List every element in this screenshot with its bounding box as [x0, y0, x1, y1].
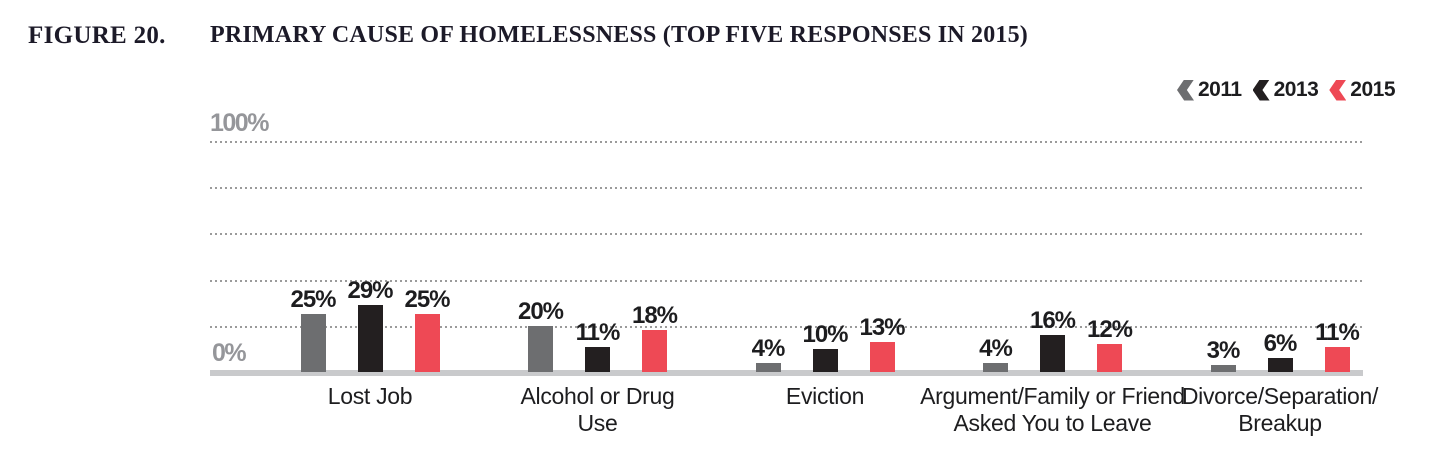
chevron-left-icon: [1329, 79, 1347, 101]
bar-value-label: 11%: [1315, 318, 1360, 346]
bar-2013-4: [1040, 335, 1065, 372]
dotted-gridline-60: [210, 233, 1363, 236]
dotted-gridline-40: [210, 279, 1363, 282]
bar-value-label: 25%: [290, 286, 336, 314]
chart-title: PRIMARY CAUSE OF HOMELESSNESS (TOP FIVE …: [210, 22, 1029, 48]
legend-item-2011: 2011: [1177, 78, 1242, 102]
bar-2013-3: [812, 348, 838, 372]
bar-value-label: 25%: [404, 286, 450, 314]
category-label-line: Breakup: [1238, 410, 1322, 436]
bar-2015-2: [642, 330, 667, 372]
bar-value-label: 20%: [517, 297, 564, 325]
bar-value-label: 18%: [631, 302, 678, 330]
bar-value-label: 29%: [347, 277, 393, 304]
bar-2015-1: [414, 314, 440, 372]
chevron-left-icon: [1177, 79, 1194, 101]
category-label-1: Lost Job: [220, 383, 520, 410]
bar-2013-5: [1267, 358, 1293, 372]
bar-2015-3: [869, 341, 895, 372]
bar-2015-4: [1097, 344, 1122, 372]
y-axis-label-100: 100%: [210, 109, 269, 137]
bar-value-label: 6%: [1263, 330, 1298, 358]
legend-item-2015: 2015: [1329, 78, 1395, 102]
bar-2013-2: [585, 346, 610, 372]
bar-2011-3: [755, 362, 781, 372]
category-label-line: Argument/Family or Friend: [920, 383, 1185, 409]
category-label-line: Alcohol or Drug: [520, 383, 675, 409]
legend-label-2011: 2011: [1198, 78, 1242, 101]
bar-value-label: 4%: [751, 334, 786, 362]
bar-2013-1: [357, 305, 383, 372]
chevron-left-icon: [1252, 79, 1270, 101]
legend-label-2015: 2015: [1350, 78, 1395, 101]
dotted-gridline-80: [210, 187, 1363, 190]
category-label-line: Asked You to Leave: [953, 410, 1152, 436]
bar-value-label: 11%: [575, 318, 621, 346]
category-label-2: Alcohol or Drug Use: [448, 383, 748, 437]
category-label-line: Divorce/Separation/: [1181, 383, 1379, 409]
bar-value-label: 16%: [1029, 307, 1076, 335]
bar-value-label: 13%: [859, 313, 905, 341]
bar-2015-5: [1324, 346, 1350, 372]
category-label-line: Use: [577, 410, 618, 436]
bar-2011-1: [300, 314, 326, 372]
bar-value-label: 12%: [1086, 316, 1133, 344]
legend-item-2013: 2013: [1252, 78, 1319, 102]
y-axis-label-0: 0%: [212, 339, 247, 367]
category-label-4: Argument/Family or Friend Asked You to Le…: [903, 383, 1203, 437]
bar-2011-2: [528, 325, 553, 372]
category-label-5: Divorce/Separation/Breakup: [1130, 383, 1430, 437]
legend-label-2013: 2013: [1273, 78, 1319, 101]
bar-value-label: 4%: [979, 334, 1013, 362]
bar-2011-4: [983, 362, 1008, 372]
x-axis-baseline: [210, 370, 1363, 376]
dotted-gridline-20: [210, 325, 1363, 328]
figure-number-label: FIGURE 20.: [28, 22, 166, 49]
category-label-line: Lost Job: [327, 383, 413, 409]
bar-2011-5: [1210, 365, 1236, 372]
category-label-line: Eviction: [785, 383, 865, 409]
dotted-gridline-100: [210, 141, 1363, 143]
category-label-3: Eviction: [675, 383, 975, 410]
bar-value-label: 3%: [1206, 337, 1241, 365]
chart-legend: 2011 2013 2015: [1177, 78, 1395, 102]
bar-value-label: 10%: [802, 320, 848, 348]
